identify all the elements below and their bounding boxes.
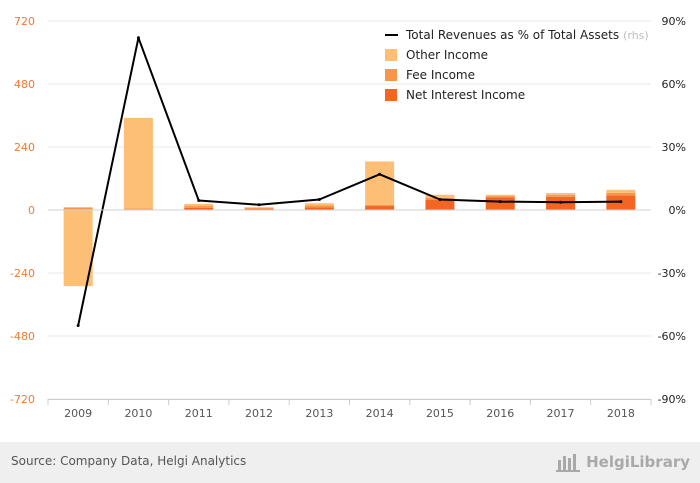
legend-label-total-revenues: Total Revenues as % of Total Assets xyxy=(405,28,619,42)
bar-other-income-2017 xyxy=(546,192,576,195)
bar-other-income-2015 xyxy=(425,194,455,198)
y-left-tick-label: 480 xyxy=(14,78,35,91)
revenue-ratio-line xyxy=(77,36,621,326)
legend-label-net-interest-income: Net Interest Income xyxy=(406,88,525,102)
bar-fee-income-2012 xyxy=(244,207,274,209)
y-right-tick-label: 0% xyxy=(669,204,686,217)
line-point-2013 xyxy=(317,198,321,201)
legend: Total Revenues as % of Total Assets (rhs… xyxy=(385,28,649,102)
y-right-tick-label: 60% xyxy=(662,78,686,91)
legend-label-fee-income: Fee Income xyxy=(406,68,475,82)
x-tick-label: 2014 xyxy=(366,407,394,420)
line-point-2014 xyxy=(378,172,382,176)
revenue-ratio-line-group xyxy=(76,36,623,327)
y-left-tick-label: -240 xyxy=(10,267,35,280)
x-tick-label: 2012 xyxy=(245,407,273,420)
bar-other-income-2009 xyxy=(63,210,93,287)
bar-net-interest-income-2014 xyxy=(365,206,395,210)
x-tick-label: 2016 xyxy=(486,407,514,420)
y-left-tick-label: 240 xyxy=(14,141,35,154)
x-tick-label: 2018 xyxy=(607,407,635,420)
y-right-tick-label: 90% xyxy=(662,15,686,28)
line-point-2015 xyxy=(438,198,442,201)
bar-other-income-2014 xyxy=(365,161,395,205)
legend-swatch-other-income xyxy=(385,49,397,61)
x-tick-label: 2017 xyxy=(547,407,575,420)
y-right-tick-label: -30% xyxy=(658,267,686,280)
bar-other-income-2011 xyxy=(184,203,214,207)
chart: 720 480 240 0 -240 -480 -720 90% 60% 30% 0% -30% -60… xyxy=(10,15,686,420)
y-left-tick-label: -480 xyxy=(10,330,35,343)
legend-label-other-income: Other Income xyxy=(406,48,488,62)
line-point-2016 xyxy=(498,200,502,204)
y-right-tick-label: -60% xyxy=(658,330,686,343)
y-left-tick-label: -720 xyxy=(10,393,35,406)
bar-net-interest-income-2016 xyxy=(485,197,515,210)
source-note: Source: Company Data, Helgi Analytics xyxy=(11,454,247,468)
line-point-2009 xyxy=(76,324,80,327)
bar-fee-income-2018 xyxy=(606,192,636,196)
bar-other-income-2013 xyxy=(304,203,334,206)
bar-fee-income-2013 xyxy=(304,205,334,208)
y-left-tick-label: 720 xyxy=(14,15,35,28)
bar-other-income-2018 xyxy=(606,189,636,193)
line-point-2010 xyxy=(136,36,140,40)
bar-net-interest-income-2012 xyxy=(244,208,274,210)
bar-other-income-2016 xyxy=(485,194,515,197)
bar-fee-income-2016 xyxy=(485,196,515,198)
x-tick-label: 2013 xyxy=(305,407,333,420)
line-point-2017 xyxy=(559,200,563,204)
bar-fee-income-2014 xyxy=(365,204,395,207)
legend-rhs-note: (rhs) xyxy=(623,29,649,42)
bar-net-interest-income-2013 xyxy=(304,207,334,210)
footer: Source: Company Data, Helgi Analytics He… xyxy=(0,442,700,483)
legend-swatch-net-interest-income xyxy=(385,89,397,101)
bar-fee-income-2011 xyxy=(184,206,214,208)
bar-fee-income-2010 xyxy=(123,208,153,210)
bar-fee-income-2009 xyxy=(63,207,93,210)
y-right-tick-label: -90% xyxy=(658,393,686,406)
bar-other-income-2012 xyxy=(244,207,274,208)
x-tick-label: 2010 xyxy=(124,407,152,420)
x-tick-label: 2011 xyxy=(185,407,213,420)
line-point-2012 xyxy=(257,203,261,207)
bar-net-interest-income-2011 xyxy=(184,207,214,210)
y-right-tick-label: 30% xyxy=(662,141,686,154)
line-point-2018 xyxy=(619,200,623,204)
bar-net-interest-income-2015 xyxy=(425,200,455,210)
bar-fee-income-2017 xyxy=(546,194,576,197)
x-tick-label: 2009 xyxy=(64,407,92,420)
helgi-library-logo: HelgiLibrary xyxy=(556,450,690,474)
legend-swatch-fee-income xyxy=(385,69,397,81)
x-tick-label: 2015 xyxy=(426,407,454,420)
library-icon xyxy=(556,454,581,472)
logo-text: HelgiLibrary xyxy=(586,453,690,471)
y-left-tick-label: 0 xyxy=(28,204,35,217)
line-point-2011 xyxy=(197,199,201,203)
bar-other-income-2010 xyxy=(123,117,153,209)
axes: 720 480 240 0 -240 -480 -720 90% 60% 30% 0% -30% -60… xyxy=(10,15,686,420)
